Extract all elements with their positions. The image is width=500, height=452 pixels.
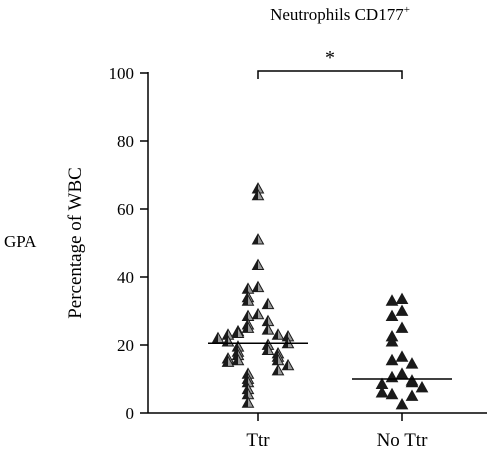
median-lines bbox=[208, 342, 452, 380]
ttr-point bbox=[231, 353, 245, 366]
no-ttr-point bbox=[385, 309, 399, 321]
no-ttr-point bbox=[395, 304, 409, 316]
x-ticks: Ttr No Ttr bbox=[246, 413, 428, 451]
x-tick-label: No Ttr bbox=[377, 430, 429, 451]
ttr-point bbox=[261, 343, 275, 355]
ttr-point bbox=[211, 331, 225, 344]
ttr-point bbox=[241, 294, 255, 306]
no-ttr-point bbox=[395, 367, 409, 379]
data-points bbox=[211, 182, 429, 410]
ttr-point bbox=[221, 355, 235, 367]
ttr-point bbox=[241, 396, 255, 408]
no-ttr-point bbox=[385, 370, 399, 383]
ttr-point bbox=[251, 258, 265, 270]
no-ttr-point bbox=[385, 335, 399, 347]
bracket-line bbox=[257, 70, 403, 79]
y-axis-title: Percentage of WBC bbox=[65, 167, 86, 319]
ttr-point bbox=[281, 358, 295, 371]
y-tick-label: 40 bbox=[117, 268, 134, 287]
side-label: GPA bbox=[4, 232, 37, 251]
ttr-point bbox=[271, 328, 285, 340]
x-tick-label: Ttr bbox=[246, 430, 270, 451]
no-ttr-point bbox=[395, 292, 409, 304]
significance-bracket: * bbox=[257, 47, 403, 79]
no-ttr-point bbox=[385, 387, 399, 400]
no-ttr-point bbox=[415, 380, 429, 393]
y-tick-label: 20 bbox=[117, 336, 134, 355]
no-ttr-point bbox=[405, 357, 419, 369]
no-ttr-point bbox=[405, 375, 419, 388]
no-ttr-point bbox=[385, 353, 399, 366]
ttr-point bbox=[261, 323, 275, 335]
no-ttr-point bbox=[395, 321, 409, 333]
no-ttr-point bbox=[405, 389, 419, 401]
chart-title: Neutrophils CD177+ bbox=[270, 4, 410, 24]
ttr-point bbox=[251, 307, 265, 320]
ttr-point bbox=[241, 321, 255, 333]
ttr-point bbox=[251, 280, 265, 293]
significance-star: * bbox=[325, 47, 335, 69]
y-tick-label: 80 bbox=[117, 132, 134, 151]
y-ticks: 0 20 40 60 80 100 bbox=[109, 64, 148, 423]
no-ttr-point bbox=[385, 294, 399, 306]
ttr-point bbox=[271, 363, 285, 376]
ttr-point bbox=[261, 297, 275, 310]
y-tick-label: 100 bbox=[109, 64, 135, 83]
ttr-point bbox=[251, 188, 265, 201]
no-ttr-point bbox=[395, 397, 409, 410]
no-ttr-point bbox=[395, 350, 409, 362]
y-tick-label: 60 bbox=[117, 200, 134, 219]
ttr-point bbox=[251, 233, 265, 245]
no-ttr-point bbox=[375, 386, 389, 398]
ttr-point bbox=[231, 326, 245, 338]
y-tick-label: 0 bbox=[126, 404, 135, 423]
